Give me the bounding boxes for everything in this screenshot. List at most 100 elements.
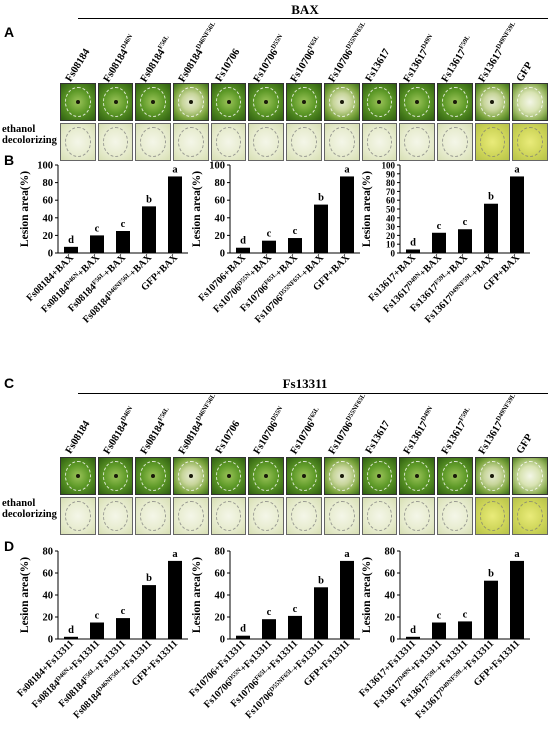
infiltration-circle (479, 127, 506, 157)
significance-letter: a (344, 549, 350, 560)
decolorized-leaf-photo (474, 497, 511, 535)
panel-b-label: B (4, 152, 15, 168)
bar (168, 560, 182, 639)
y-tick-label: 60 (43, 569, 54, 580)
bar (288, 238, 302, 253)
decolorized-leaf-photo (512, 123, 548, 161)
column-label-name: GFP (514, 60, 535, 84)
y-tick-label: 0 (220, 249, 225, 260)
column-label-name: Fs08184 (138, 419, 168, 456)
significance-letter: d (240, 236, 246, 247)
infiltration-circle (328, 501, 355, 531)
y-tick-label: 20 (215, 231, 226, 242)
column-label-name: Fs10706 (326, 47, 356, 84)
leaf-photo (97, 457, 134, 495)
column-label: Fs13617 (364, 419, 393, 456)
panel-a-title-line (78, 18, 548, 19)
column-label-name: GFP (514, 432, 535, 456)
significance-letter: c (293, 604, 298, 615)
column-label-name: Fs13617 (439, 47, 468, 84)
column-label-name: Fs13617 (401, 47, 431, 84)
infiltration-point (113, 474, 118, 478)
bar (116, 231, 130, 253)
significance-letter: b (488, 569, 494, 580)
infiltration-point (452, 474, 457, 478)
panel-a-decolorized-strip (60, 123, 548, 161)
decolorized-leaf-photo (323, 123, 360, 161)
y-tick-label: 100 (209, 161, 225, 172)
leaf-photo (436, 457, 473, 495)
column-label-name: Fs10706 (326, 419, 356, 456)
infiltration-circle (140, 501, 167, 531)
bar (90, 235, 104, 253)
y-tick-label: 60 (215, 569, 226, 580)
column-label-mutation: D46N (119, 404, 134, 422)
y-tick-label: 40 (386, 213, 396, 223)
column-label-name: Fs13617 (476, 419, 506, 456)
infiltration-circle (291, 501, 317, 531)
bar (406, 249, 420, 253)
infiltration-circle (253, 127, 280, 157)
infiltration-circle (328, 127, 355, 157)
decolorized-leaf-photo (97, 497, 134, 535)
infiltration-circle (178, 501, 204, 531)
column-label-mutation: F59L (457, 405, 472, 422)
column-label-name: Fs13617 (439, 419, 468, 456)
bar (510, 176, 524, 253)
panel-a-label: A (4, 24, 15, 40)
y-tick-label: 30 (386, 222, 396, 232)
significance-letter: d (68, 235, 74, 246)
column-label-name: Fs08184 (63, 419, 93, 456)
y-tick-label: 80 (215, 547, 226, 558)
panel-a-leaf-strip (60, 83, 548, 121)
infiltration-circle (178, 87, 204, 117)
y-tick-label: 80 (386, 178, 396, 188)
bar (288, 615, 302, 639)
infiltration-circle (366, 461, 393, 491)
column-label-name: Fs13617 (364, 419, 393, 456)
column-label-name: Fs08184 (101, 47, 131, 84)
infiltration-point (151, 100, 156, 104)
column-label-mutation: D55NF65L (344, 20, 367, 50)
y-tick-label: 0 (48, 249, 53, 260)
y-tick-label: 80 (215, 178, 226, 189)
leaf-photo (286, 457, 322, 495)
infiltration-point (75, 100, 80, 104)
bar (142, 206, 156, 253)
leaf-photo (173, 457, 209, 495)
bar (64, 636, 78, 639)
decolorized-leaf-photo (60, 123, 96, 161)
column-label: Fs08184 (64, 419, 93, 456)
infiltration-circle (404, 461, 430, 491)
bar (340, 176, 354, 253)
decolorized-leaf-photo (512, 497, 548, 535)
infiltration-circle (215, 461, 242, 491)
significance-letter: c (121, 219, 126, 230)
column-label: Fs13617D49N (400, 33, 438, 84)
decolorized-leaf-photo (97, 123, 134, 161)
column-label-name: Fs10706 (251, 419, 281, 456)
decolorized-leaf-photo (323, 497, 360, 535)
significance-letter: c (267, 229, 272, 240)
leaf-photo (60, 457, 96, 495)
infiltration-circle (441, 461, 468, 491)
leaf-photo (436, 83, 473, 121)
leaf-photo (512, 83, 548, 121)
infiltration-circle (65, 501, 91, 531)
bar (406, 636, 420, 639)
column-label: GFP (514, 60, 534, 84)
y-tick-label: 10 (386, 240, 396, 250)
infiltration-point (301, 100, 306, 104)
decolorized-leaf-photo (135, 123, 172, 161)
y-tick-label: 70 (386, 187, 396, 197)
y-tick-label: 60 (385, 569, 396, 580)
decolorized-leaf-photo (173, 123, 209, 161)
column-label-name: Fs13617 (476, 47, 506, 84)
infiltration-point (452, 100, 457, 104)
y-tick-label: 80 (385, 547, 396, 558)
decolorized-leaf-photo (248, 123, 285, 161)
column-label: Fs10706F65L (288, 34, 326, 84)
